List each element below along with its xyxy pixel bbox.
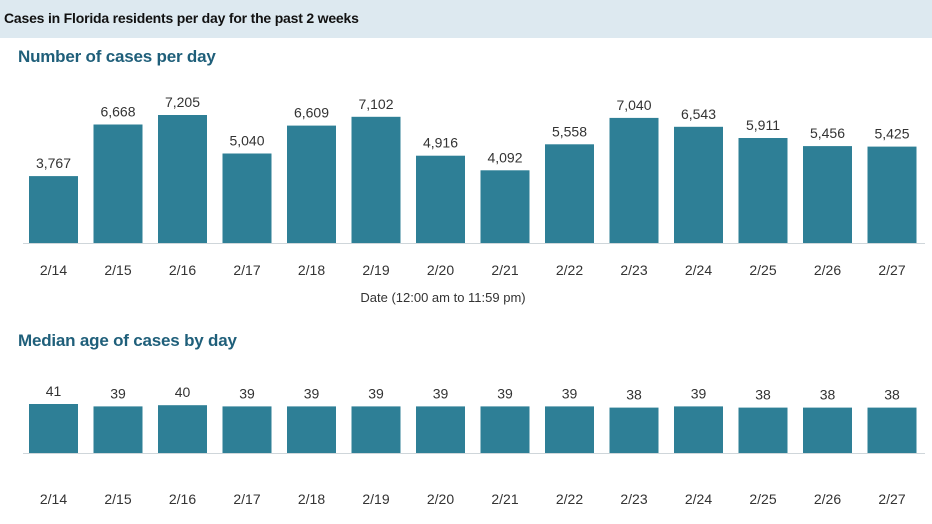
cases-x-tick-label: 2/27 <box>878 262 905 278</box>
age-x-tick-label: 2/21 <box>491 491 518 507</box>
age-bar <box>674 406 723 453</box>
age-bar <box>287 406 336 453</box>
age-data-label: 38 <box>820 387 836 403</box>
cases-x-tick-label: 2/20 <box>427 262 454 278</box>
cases-data-label: 6,609 <box>294 105 329 121</box>
cases-data-label: 5,558 <box>552 123 587 139</box>
age-x-tick-label: 2/25 <box>749 491 776 507</box>
cases-bar <box>480 170 530 243</box>
age-data-label: 39 <box>304 385 320 401</box>
cases-data-label: 5,456 <box>810 125 845 141</box>
cases-bar <box>222 153 272 243</box>
age-x-tick-label: 2/22 <box>556 491 583 507</box>
age-x-tick-label: 2/17 <box>233 491 260 507</box>
cases-x-tick-label: 2/18 <box>298 262 325 278</box>
header-bar: Cases in Florida residents per day for t… <box>0 0 932 38</box>
age-data-label: 39 <box>691 385 707 401</box>
age-data-label: 39 <box>562 385 578 401</box>
age-data-label: 39 <box>239 385 255 401</box>
age-bar <box>93 406 143 453</box>
cases-data-label: 7,205 <box>165 94 200 110</box>
age-bar <box>416 406 465 453</box>
cases-bar <box>93 124 143 243</box>
cases-x-tick-label: 2/25 <box>749 262 776 278</box>
age-bar <box>222 406 272 453</box>
cases-data-label: 5,911 <box>746 117 780 133</box>
cases-bar <box>351 116 401 243</box>
age-data-label: 38 <box>884 387 900 403</box>
cases-x-tick-label: 2/16 <box>169 262 196 278</box>
cases-x-tick-label: 2/22 <box>556 262 583 278</box>
cases-data-label: 4,916 <box>423 135 458 151</box>
age-bar <box>738 407 788 453</box>
cases-x-tick-label: 2/19 <box>362 262 389 278</box>
age-x-tick-label: 2/23 <box>620 491 647 507</box>
cases-bar <box>545 144 594 243</box>
cases-data-label: 6,543 <box>681 106 716 122</box>
age-data-label: 39 <box>368 385 384 401</box>
cases-data-label: 7,040 <box>616 97 651 113</box>
age-x-tick-label: 2/14 <box>40 491 67 507</box>
cases-x-tick-label: 2/15 <box>104 262 131 278</box>
cases-data-label: 4,092 <box>487 149 522 165</box>
cases-bar <box>416 155 465 243</box>
age-data-label: 39 <box>497 385 513 401</box>
age-data-label: 38 <box>626 387 642 403</box>
cases-data-label: 7,102 <box>358 96 393 112</box>
cases-x-tick-label: 2/17 <box>233 262 260 278</box>
cases-x-tick-label: 2/26 <box>814 262 841 278</box>
cases-bar <box>674 126 723 243</box>
age-x-tick-label: 2/24 <box>685 491 712 507</box>
cases-data-label: 3,767 <box>36 155 71 171</box>
cases-bar <box>803 146 852 243</box>
age-bar <box>867 407 917 453</box>
cases-x-axis-title: Date (12:00 am to 11:59 pm) <box>360 290 525 305</box>
cases-data-label: 5,040 <box>229 133 264 149</box>
cases-data-label: 5,425 <box>874 126 909 142</box>
age-data-label: 40 <box>175 384 191 400</box>
age-bar <box>480 406 530 453</box>
cases-bar <box>287 125 336 243</box>
age-x-tick-label: 2/26 <box>814 491 841 507</box>
cases-data-label: 6,668 <box>100 104 135 120</box>
page-title: Cases in Florida residents per day for t… <box>4 10 359 26</box>
age-x-tick-label: 2/19 <box>362 491 389 507</box>
age-bar <box>545 406 594 453</box>
cases-x-tick-label: 2/24 <box>685 262 712 278</box>
cases-chart-title: Number of cases per day <box>18 47 216 66</box>
cases-bar <box>609 117 659 243</box>
cases-x-tick-label: 2/23 <box>620 262 647 278</box>
cases-x-tick-label: 2/21 <box>491 262 518 278</box>
age-bar <box>351 406 401 453</box>
age-x-tick-label: 2/27 <box>878 491 905 507</box>
age-chart-title: Median age of cases by day <box>18 331 237 350</box>
age-data-label: 38 <box>755 387 771 403</box>
age-bar <box>29 404 78 453</box>
cases-bar <box>867 146 917 243</box>
cases-bar <box>158 115 207 243</box>
age-bar <box>609 407 659 453</box>
age-x-tick-label: 2/15 <box>104 491 131 507</box>
age-data-label: 41 <box>46 383 62 399</box>
age-x-tick-label: 2/20 <box>427 491 454 507</box>
age-data-label: 39 <box>110 385 126 401</box>
age-x-tick-label: 2/18 <box>298 491 325 507</box>
age-bar <box>158 405 207 453</box>
cases-x-tick-label: 2/14 <box>40 262 67 278</box>
cases-bar <box>29 176 78 243</box>
age-x-tick-label: 2/16 <box>169 491 196 507</box>
cases-bar <box>738 138 788 243</box>
age-bar <box>803 407 852 453</box>
age-data-label: 39 <box>433 385 449 401</box>
